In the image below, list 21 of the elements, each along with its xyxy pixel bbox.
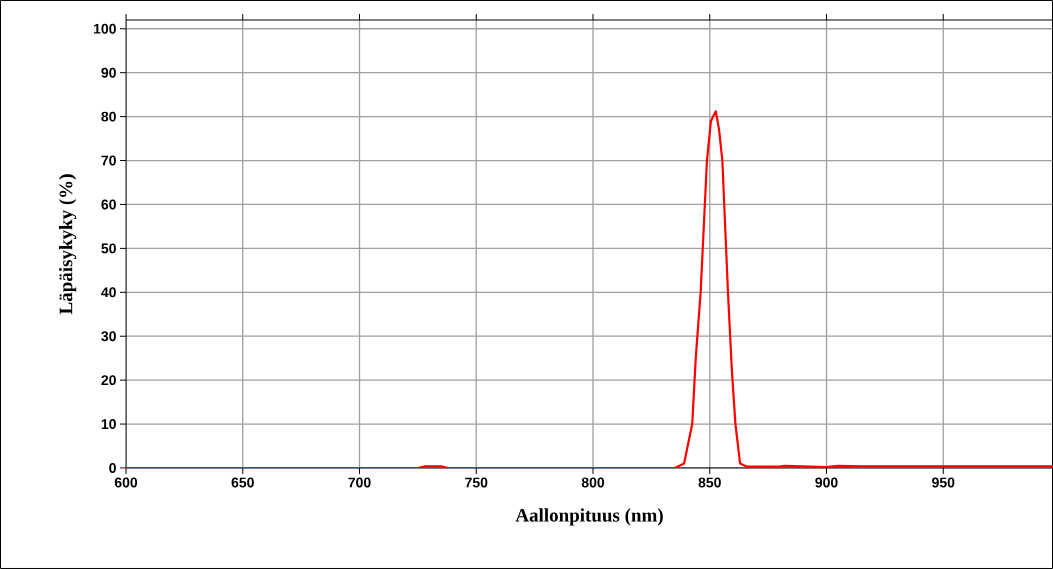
y-tick-label: 80 (101, 111, 116, 122)
y-tick-label: 90 (101, 67, 116, 78)
x-tick-label: 850 (698, 477, 721, 488)
x-tick-label: 800 (581, 477, 605, 488)
y-tick-label: 20 (101, 375, 116, 386)
y-tick-label: 50 (101, 243, 116, 254)
y-tick-label: 30 (101, 331, 116, 342)
y-tick-label: 70 (101, 155, 116, 166)
x-tick-label: 600 (114, 477, 138, 488)
y-tick-label: 40 (101, 287, 116, 298)
y-tick-label: 60 (101, 199, 116, 210)
x-tick-label: 900 (815, 477, 838, 488)
x-tick-label: 750 (465, 477, 488, 488)
y-tick-label: 100 (93, 23, 116, 34)
x-axis-title: Aallonpituus (nm) (515, 508, 663, 526)
x-tick-label: 700 (348, 477, 371, 488)
x-tick-label: 950 (932, 477, 955, 488)
y-axis-title: Läpäisykyky (%) (58, 174, 77, 315)
y-tick-label: 10 (101, 419, 116, 430)
x-tick-label: 650 (231, 477, 254, 488)
y-tick-label: 0 (109, 463, 116, 473)
